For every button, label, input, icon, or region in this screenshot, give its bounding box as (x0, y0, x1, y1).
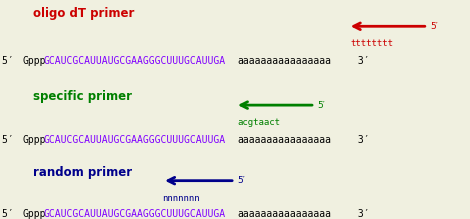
Text: GCAUCGCAUUAUGCGAAGGGCUUUGCAUUGA: GCAUCGCAUUAUGCGAAGGGCUUUGCAUUGA (44, 209, 226, 219)
Text: 5′: 5′ (430, 22, 438, 31)
Text: acgtaact: acgtaact (237, 118, 280, 127)
Text: GCAUCGCAUUAUGCGAAGGGCUUUGCAUUGA: GCAUCGCAUUAUGCGAAGGGCUUUGCAUUGA (44, 56, 226, 66)
Text: specific primer: specific primer (33, 90, 132, 103)
Text: aaaaaaaaaaaaaaaa: aaaaaaaaaaaaaaaa (237, 56, 331, 66)
Text: 5′: 5′ (2, 134, 20, 145)
Text: aaaaaaaaaaaaaaaa: aaaaaaaaaaaaaaaa (237, 134, 331, 145)
Text: oligo dT primer: oligo dT primer (33, 7, 134, 19)
Text: Gppp: Gppp (23, 209, 46, 219)
Text: 3′: 3′ (352, 56, 369, 66)
Text: 5′: 5′ (317, 101, 325, 110)
Text: 5′: 5′ (2, 209, 20, 219)
Text: 5′: 5′ (237, 176, 245, 185)
Text: 3′: 3′ (352, 134, 369, 145)
Text: random primer: random primer (33, 166, 132, 179)
Text: nnnnnnn: nnnnnnn (162, 194, 200, 203)
Text: Gppp: Gppp (23, 134, 46, 145)
Text: GCAUCGCAUUAUGCGAAGGGCUUUGCAUUGA: GCAUCGCAUUAUGCGAAGGGCUUUGCAUUGA (44, 134, 226, 145)
Text: tttttttt: tttttttt (350, 39, 393, 48)
Text: 5′: 5′ (2, 56, 20, 66)
Text: Gppp: Gppp (23, 56, 46, 66)
Text: aaaaaaaaaaaaaaaa: aaaaaaaaaaaaaaaa (237, 209, 331, 219)
Text: 3′: 3′ (352, 209, 369, 219)
